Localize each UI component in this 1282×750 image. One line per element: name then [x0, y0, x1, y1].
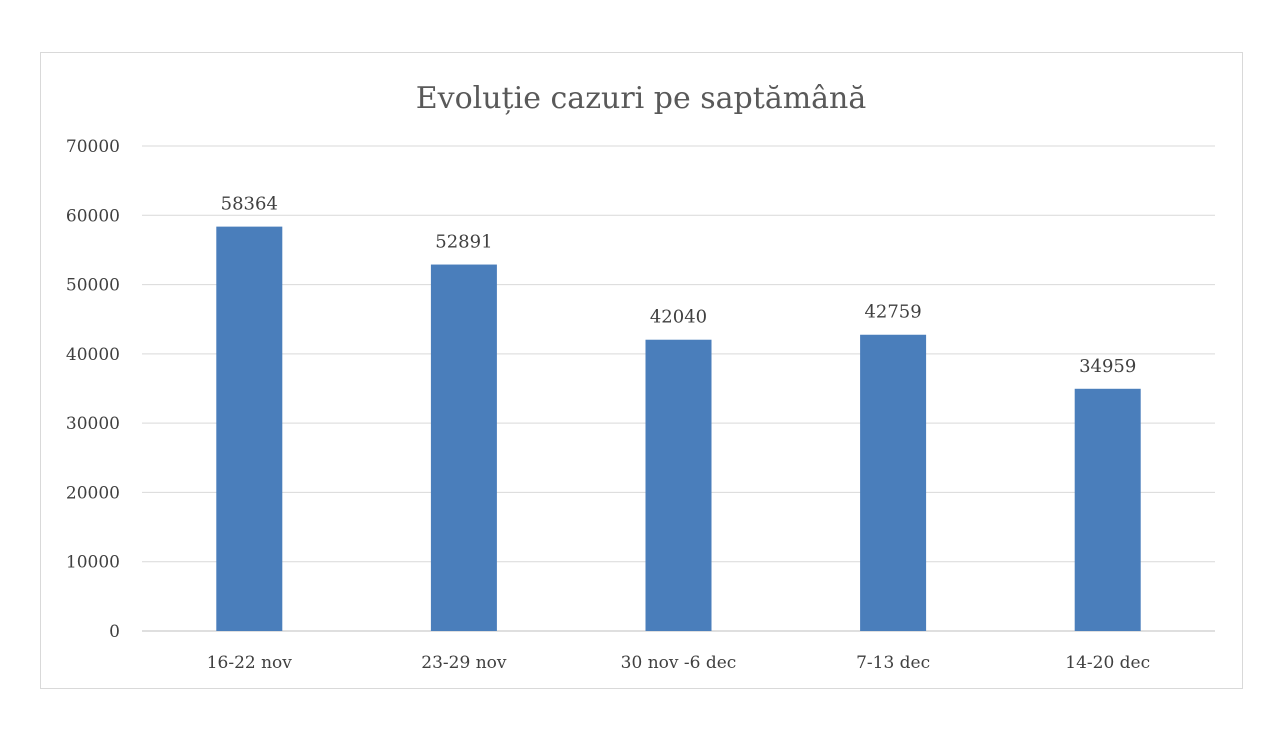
x-tick-label: 7-13 dec — [856, 653, 930, 673]
x-tick-label: 23-29 nov — [421, 653, 507, 673]
bar — [216, 226, 283, 631]
data-labels: 58364 52891 42040 42759 34959 — [221, 194, 1137, 377]
bars — [216, 226, 1141, 631]
x-tick-label: 30 nov -6 dec — [621, 653, 737, 673]
y-tick-label: 20000 — [66, 483, 120, 503]
chart-title: Evoluție cazuri pe saptămână — [416, 81, 867, 116]
data-label: 34959 — [1079, 356, 1136, 377]
x-axis-ticks: 16-22 nov 23-29 nov 30 nov -6 dec 7-13 dec 1… — [207, 653, 1150, 673]
bar — [860, 334, 927, 631]
bar — [645, 339, 712, 631]
y-tick-label: 60000 — [66, 206, 120, 226]
data-label: 58364 — [221, 194, 278, 215]
y-tick-label: 0 — [109, 622, 120, 642]
y-tick-label: 40000 — [66, 345, 120, 365]
y-tick-label: 30000 — [66, 414, 120, 434]
data-label: 42759 — [864, 302, 921, 323]
bar — [430, 264, 497, 631]
y-tick-label: 50000 — [66, 276, 120, 296]
x-tick-label: 14-20 dec — [1065, 653, 1150, 673]
y-tick-label: 70000 — [66, 137, 120, 157]
bar — [1074, 388, 1141, 631]
data-label: 52891 — [435, 232, 492, 253]
y-axis-ticks: 0 10000 20000 30000 40000 50000 60000 70000 — [66, 137, 120, 642]
x-tick-label: 16-22 nov — [207, 653, 293, 673]
y-tick-label: 10000 — [66, 553, 120, 573]
data-label: 42040 — [650, 307, 707, 328]
